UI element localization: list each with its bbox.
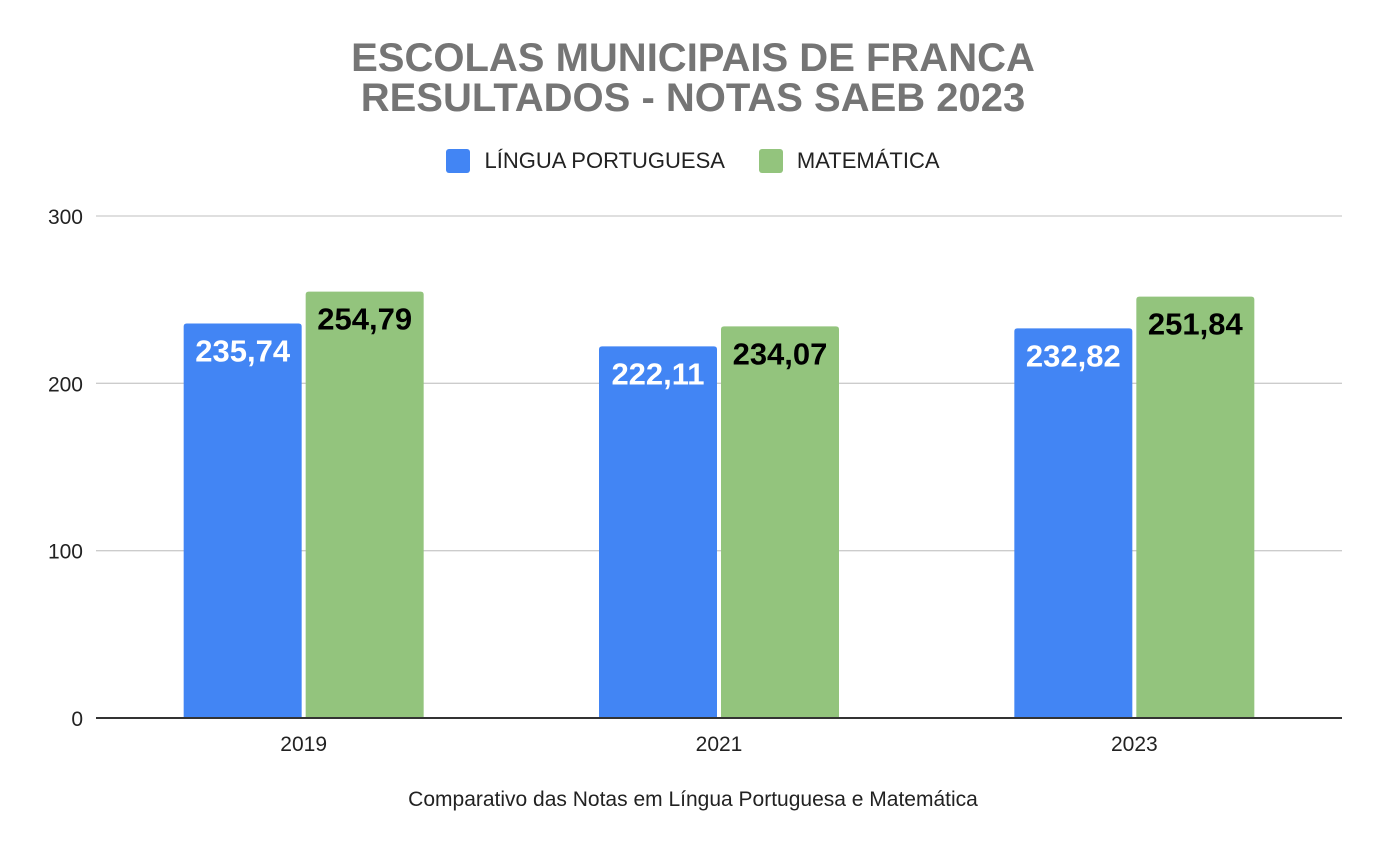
x-tick-label-2021: 2021 xyxy=(696,733,743,756)
data-label-l-ngua-portuguesa-2019: 235,74 xyxy=(195,334,291,369)
bar-l-ngua-portuguesa-2023 xyxy=(1014,328,1133,718)
data-label-matem-tica-2019: 254,79 xyxy=(317,302,412,337)
legend-label-matematica: MATEMÁTICA xyxy=(796,148,940,173)
legend-swatch-lingua-portuguesa xyxy=(446,149,471,173)
y-tick-label-300: 300 xyxy=(48,206,83,229)
data-label-matem-tica-2023: 251,84 xyxy=(1148,307,1244,342)
chart-legend: LÍNGUA PORTUGUESA MATEMÁTICA xyxy=(0,148,1386,174)
x-tick-label-2023: 2023 xyxy=(1111,733,1158,756)
bar-matem-tica-2019 xyxy=(305,291,424,718)
legend-item-matematica: MATEMÁTICA xyxy=(758,148,940,174)
chart-title: ESCOLAS MUNICIPAIS DE FRANCA RESULTADOS … xyxy=(0,38,1386,118)
y-tick-label-100: 100 xyxy=(48,541,83,564)
x-tick-label-2019: 2019 xyxy=(280,733,327,756)
bar-matem-tica-2021 xyxy=(721,326,839,718)
bar-l-ngua-portuguesa-2019 xyxy=(183,323,302,718)
bar-matem-tica-2023 xyxy=(1136,296,1255,718)
y-tick-label-0: 0 xyxy=(71,708,83,731)
chart-title-line-2: RESULTADOS - NOTAS SAEB 2023 xyxy=(360,76,1026,120)
data-label-matem-tica-2021: 234,07 xyxy=(733,336,828,371)
bar-l-ngua-portuguesa-2021 xyxy=(599,346,717,718)
legend-swatch-matematica xyxy=(758,149,783,173)
legend-item-lingua-portuguesa: LÍNGUA PORTUGUESA xyxy=(446,148,725,174)
legend-label-lingua-portuguesa: LÍNGUA PORTUGUESA xyxy=(484,148,725,173)
data-label-l-ngua-portuguesa-2021: 222,11 xyxy=(611,356,704,391)
data-label-l-ngua-portuguesa-2023: 232,82 xyxy=(1026,338,1121,373)
y-tick-label-200: 200 xyxy=(48,373,83,396)
chart-title-line-1: ESCOLAS MUNICIPAIS DE FRANCA xyxy=(351,36,1035,80)
x-axis-title: Comparativo das Notas em Língua Portugue… xyxy=(408,788,978,811)
